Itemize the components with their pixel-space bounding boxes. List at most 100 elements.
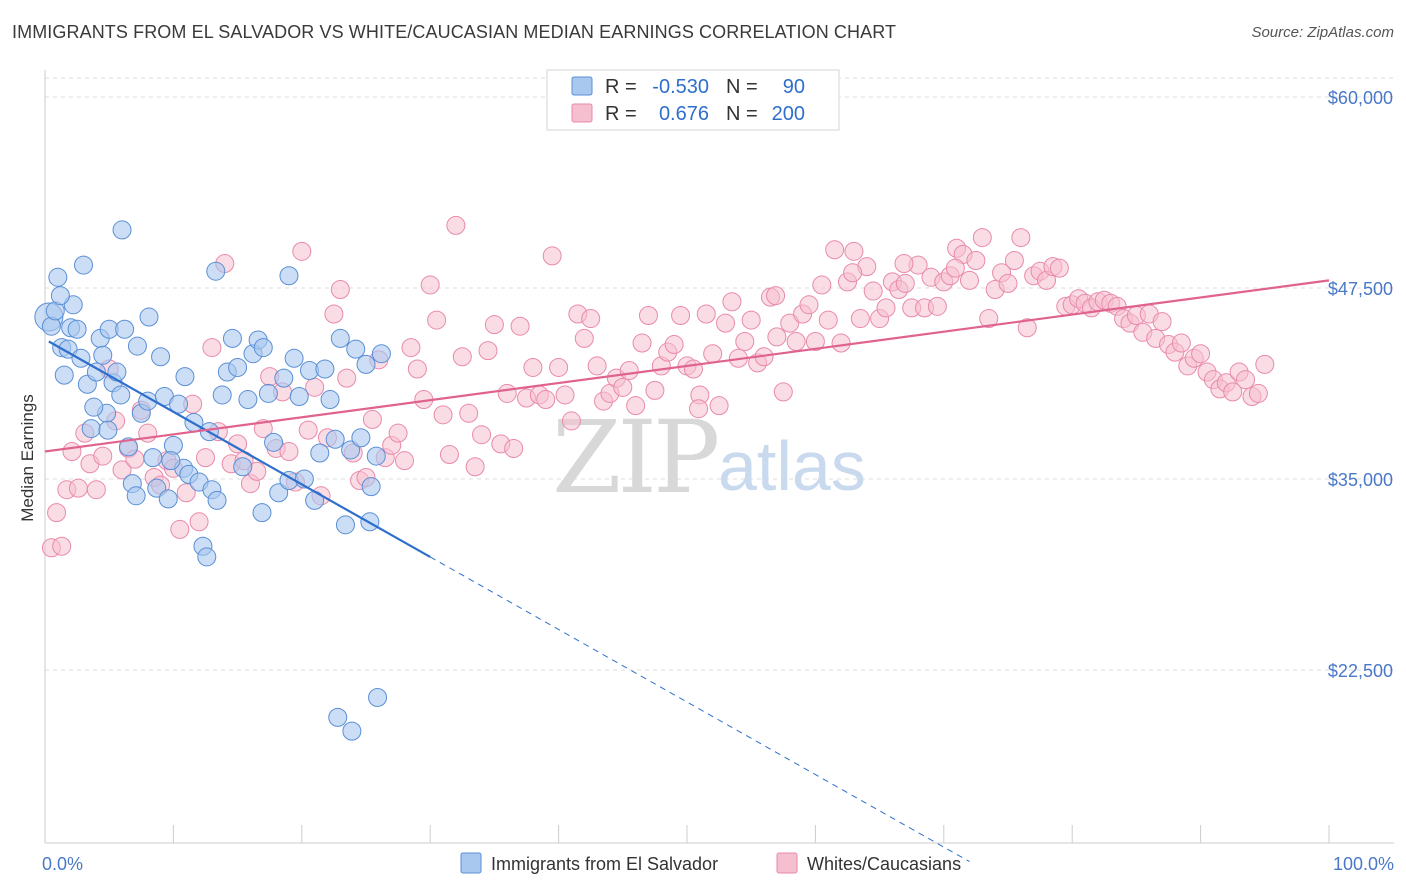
point-el-salvador [115,319,135,339]
x-ticks [44,825,1330,843]
point-whites [170,519,190,539]
point-whites [683,359,703,379]
point-whites [766,286,786,306]
point-whites [945,258,965,278]
point-el-salvador [366,446,386,466]
legend-bottom-swatch-blue [460,852,482,874]
point-whites [1191,344,1211,364]
point-whites [894,254,914,274]
point-whites [176,483,196,503]
point-whites [1223,382,1243,402]
point-whites [465,457,485,477]
point-whites [844,241,864,261]
point-whites [619,361,639,381]
point-el-salvador [151,347,171,367]
point-whites [446,215,466,235]
point-whites [1017,318,1037,338]
legend-r-label-1: R = [605,76,637,98]
point-whites [523,357,543,377]
point-whites [86,480,106,500]
point-whites [876,298,896,318]
point-el-salvador [238,390,258,410]
point-whites [581,309,601,329]
point-whites [632,333,652,353]
point-el-salvador [320,390,340,410]
point-el-salvador [222,328,242,348]
point-el-salvador [346,339,366,359]
legend-n-value-1: 90 [783,76,805,98]
point-whites [427,310,447,330]
point-el-salvador [325,429,345,449]
point-whites [478,341,498,361]
point-whites [773,382,793,402]
point-el-salvador [67,319,87,339]
point-whites [979,309,999,329]
point-el-salvador [54,365,74,385]
x-tick-label-min: 0.0% [42,854,83,874]
point-el-salvador [86,362,106,382]
point-el-salvador [111,385,131,405]
point-el-salvador [127,336,147,356]
series-el-salvador-points [34,220,391,741]
point-whites [812,275,832,295]
point-el-salvador [371,344,391,364]
point-el-salvador [93,345,113,365]
point-el-salvador [118,437,138,457]
point-whites [93,446,113,466]
legend-r-value-1: -0.530 [652,76,709,98]
trend-el-salvador-extension [429,556,970,863]
point-whites [484,315,504,335]
point-el-salvador [252,503,272,523]
point-whites [645,380,665,400]
point-whites [927,296,947,316]
legend-bottom-swatch-pink [776,852,798,874]
point-whites [189,512,209,532]
point-whites [472,425,492,445]
point-whites [395,451,415,471]
point-el-salvador [330,328,350,348]
point-el-salvador [368,688,388,708]
point-el-salvador [356,354,376,374]
point-whites [433,405,453,425]
point-whites [664,335,684,355]
point-el-salvador [341,440,361,460]
y-axis-title: Median Earnings [18,394,37,522]
point-whites [202,338,222,358]
point-whites [574,328,594,348]
point-el-salvador [126,486,146,506]
legend-r-value-2: 0.676 [659,103,709,125]
point-whites [388,423,408,443]
point-whites [767,327,787,347]
legend-n-label-1: N = [726,76,758,98]
point-whites [439,445,459,465]
point-whites [786,331,806,351]
point-whites [1248,383,1268,403]
point-whites [716,313,736,333]
point-el-salvador [81,419,101,439]
point-whites [542,246,562,266]
point-whites [452,347,472,367]
point-el-salvador [206,261,226,281]
point-el-salvador [279,266,299,286]
watermark-atlas: atlas [718,427,866,505]
point-whites [966,250,986,270]
point-whites [972,228,992,248]
point-whites [709,396,729,416]
point-whites [337,368,357,388]
point-whites [47,503,67,523]
point-el-salvador [253,338,273,358]
point-whites [549,357,569,377]
watermark: ZIP atlas [552,399,866,516]
point-whites [780,313,800,333]
point-whites [305,377,325,397]
point-whites [555,385,575,405]
point-el-salvador [143,448,163,468]
point-whites [959,270,979,290]
point-el-salvador [264,432,284,452]
point-whites [510,316,530,336]
point-el-salvador [258,383,278,403]
point-whites [843,263,863,283]
point-whites [689,399,709,419]
point-whites [62,441,82,461]
